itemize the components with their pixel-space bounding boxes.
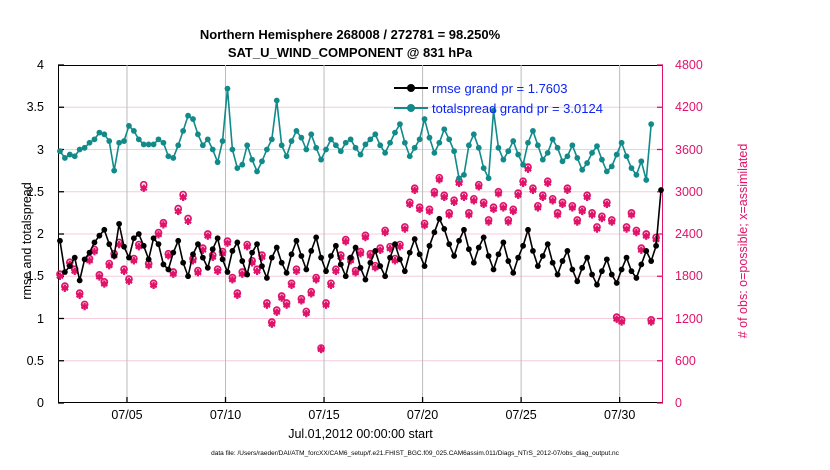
chart-title: Northern Hemisphere 268008 / 272781 = 98… xyxy=(0,26,700,62)
right-axis-ticks: 0 600 1200 1800 2400 3000 3600 4200 4800 xyxy=(669,0,729,470)
right-tick-600: 600 xyxy=(675,353,696,368)
left-tick-3-5: 3.5 xyxy=(26,100,44,115)
right-axis-label: # of obs: o=possible; x=assimilated xyxy=(736,143,750,339)
right-tick-1200: 1200 xyxy=(675,311,703,326)
right-tick-1800: 1800 xyxy=(675,269,703,284)
right-tick-3000: 3000 xyxy=(675,184,703,199)
legend-item-rmse: rmse grand pr = 1.7603 xyxy=(394,78,652,98)
left-tick-1-5: 1.5 xyxy=(26,269,44,284)
chart-legend: rmse grand pr = 1.7603 totalspread grand… xyxy=(394,78,652,118)
x-tick-07-25: 07/25 xyxy=(505,408,537,422)
left-tick-4: 4 xyxy=(37,58,44,72)
legend-item-totalspread: totalspread grand pr = 3.0124 xyxy=(394,98,652,118)
right-tick-4800: 4800 xyxy=(675,58,703,72)
x-tick-07-15: 07/15 xyxy=(308,408,340,422)
right-tick-4200: 4200 xyxy=(675,100,703,115)
left-tick-3: 3 xyxy=(37,142,44,157)
x-tick-07-30: 07/30 xyxy=(604,408,636,422)
legend-swatch-rmse xyxy=(394,81,428,95)
left-tick-1: 1 xyxy=(37,311,44,326)
x-axis-label: Jul.01,2012 00:00:00 start xyxy=(288,427,433,441)
right-tick-0: 0 xyxy=(675,396,682,410)
legend-label-totalspread: totalspread grand pr = 3.0124 xyxy=(432,100,603,116)
right-tick-3600: 3600 xyxy=(675,142,703,157)
x-tick-07-05: 07/05 xyxy=(111,408,143,422)
left-tick-0-5: 0.5 xyxy=(26,353,44,368)
left-tick-2: 2 xyxy=(37,227,44,241)
left-axis-ticks: 0 0.5 1 1.5 2 2.5 3 3.5 4 xyxy=(0,0,52,470)
x-tick-07-20: 07/20 xyxy=(406,408,439,422)
right-tick-2400: 2400 xyxy=(675,227,703,241)
title-line-1: Northern Hemisphere 268008 / 272781 = 98… xyxy=(199,27,501,42)
legend-swatch-totalspread xyxy=(394,101,428,115)
legend-label-rmse: rmse grand pr = 1.7603 xyxy=(432,80,568,96)
data-file-footer: data file: /Users/raeder/DAI/ATM_forcXX/… xyxy=(211,450,619,457)
x-tick-07-10: 07/10 xyxy=(209,408,242,422)
left-tick-2-5: 2.5 xyxy=(26,184,44,199)
title-line-2: SAT_U_WIND_COMPONENT @ 831 hPa xyxy=(227,45,473,60)
left-axis-label: rmse and totalspread xyxy=(20,182,34,300)
left-tick-0: 0 xyxy=(37,396,44,410)
